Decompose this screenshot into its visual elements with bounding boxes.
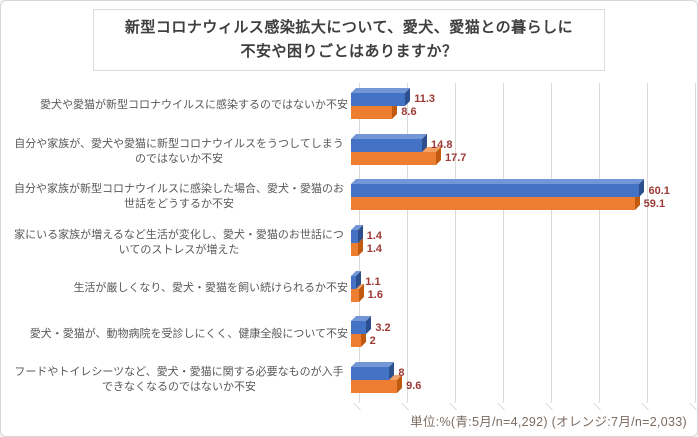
gridline xyxy=(455,83,456,403)
value-label-july: 8.6 xyxy=(401,106,417,119)
bar-line-may: 1.1 xyxy=(351,275,695,289)
bar-group: 14.8 17.7 xyxy=(351,138,695,165)
chart-row: 自分や家族が新型コロナウイルスに感染した場合、愛犬・愛猫のお世話をどうするか不安… xyxy=(3,174,695,220)
bar-may xyxy=(351,184,640,198)
bar-july xyxy=(351,151,436,165)
bar-may xyxy=(351,138,423,152)
value-label-july: 9.6 xyxy=(406,380,422,393)
bar-may xyxy=(351,92,406,106)
bar-may xyxy=(351,321,367,335)
value-label-may: 11.3 xyxy=(414,93,436,106)
value-label-may: 60.1 xyxy=(648,184,670,197)
bar-july xyxy=(351,105,393,119)
category-label: 自分や家族が新型コロナウイルスに感染した場合、愛犬・愛猫のお世話をどうするか不安 xyxy=(14,183,344,211)
bar-july xyxy=(351,288,359,302)
bar-july xyxy=(351,242,358,256)
category-label-wrap: 愛犬や愛猫が新型コロナウイルスに感染するのではないか不安 xyxy=(3,98,348,113)
category-label-wrap: 生活が厳しくなり、愛犬・愛猫を飼い続けられるか不安 xyxy=(3,281,348,296)
category-label-wrap: 自分や家族が新型コロナウイルスに感染した場合、愛犬・愛猫のお世話をどうするか不安 xyxy=(3,182,348,212)
chart-rows: 愛犬や愛猫が新型コロナウイルスに感染するのではないか不安 11.3 8.6 自分… xyxy=(3,83,695,403)
gridline xyxy=(503,83,504,403)
bar-line-may: 8 xyxy=(351,366,695,380)
chart-row: 家にいる家族が増えるなど生活が変化し、愛犬・愛猫のお世話についてのストレスが増え… xyxy=(3,220,695,266)
bar-may xyxy=(351,366,390,380)
category-label-wrap: 自分や家族が、愛犬や愛猫に新型コロナウイルスをうつしてしまうのではないか不安 xyxy=(3,137,348,167)
value-label-july: 59.1 xyxy=(643,197,666,210)
value-label-may: 8 xyxy=(398,367,405,380)
category-label: 愛犬・愛猫が、動物病院を受診しにくく、健康全般について不安 xyxy=(29,327,348,340)
unit-note: 単位:%(青:5月/n=4,292) (オレンジ:7月/n=2,033) xyxy=(410,415,687,429)
bar-group: 8 9.6 xyxy=(351,366,695,393)
bar-may xyxy=(351,275,357,289)
bar-line-july: 59.1 xyxy=(351,197,695,211)
bar-line-july: 9.6 xyxy=(351,379,695,393)
value-label-july: 1.4 xyxy=(366,243,383,256)
bar-group: 60.1 59.1 xyxy=(351,184,695,211)
bar-group: 3.2 2 xyxy=(351,321,695,348)
bar-line-july: 1.4 xyxy=(351,242,695,256)
bar-line-july: 2 xyxy=(351,334,695,348)
category-label: 愛犬や愛猫が新型コロナウイルスに感染するのではないか不安 xyxy=(40,99,348,112)
title-line-2: 不安や困りごとはありますか？ xyxy=(240,43,458,60)
bar-line-july: 1.6 xyxy=(351,288,695,302)
bar-line-july: 17.7 xyxy=(351,151,695,165)
chart-row: フードやトイレシーツなど、愛犬・愛猫に関する必要なものが入手できなくなるのではな… xyxy=(3,357,695,403)
value-label-july: 2 xyxy=(369,334,376,347)
chart-row: 生活が厳しくなり、愛犬・愛猫を飼い続けられるか不安 1.1 1.6 xyxy=(3,266,695,312)
value-label-may: 1.4 xyxy=(366,230,383,243)
gridline xyxy=(695,83,696,403)
category-label-wrap: 家にいる家族が増えるなど生活が変化し、愛犬・愛猫のお世話についてのストレスが増え… xyxy=(3,228,348,258)
gridline xyxy=(407,83,408,403)
bar-group: 1.1 1.6 xyxy=(351,275,695,302)
bar-july xyxy=(351,197,635,211)
chart-row: 愛犬・愛猫が、動物病院を受診しにくく、健康全般について不安 3.2 2 xyxy=(3,311,695,357)
category-label: フードやトイレシーツなど、愛犬・愛猫に関する必要なものが入手できなくなるのではな… xyxy=(14,365,344,393)
category-label-wrap: フードやトイレシーツなど、愛犬・愛猫に関する必要なものが入手できなくなるのではな… xyxy=(3,365,348,395)
bar-july xyxy=(351,334,361,348)
category-label: 自分や家族が、愛犬や愛猫に新型コロナウイルスをうつしてしまうのではないか不安 xyxy=(14,137,344,165)
chart-title: 新型コロナウィルス感染拡大について、愛犬、愛猫との暮らしに 不安や困りごとはあり… xyxy=(93,9,605,71)
value-label-may: 1.1 xyxy=(365,276,381,289)
chart-row: 自分や家族が、愛犬や愛猫に新型コロナウイルスをうつしてしまうのではないか不安 1… xyxy=(3,129,695,175)
title-line-1: 新型コロナウィルス感染拡大について、愛犬、愛猫との暮らしに xyxy=(124,19,574,36)
bar-group: 11.3 8.6 xyxy=(351,92,695,119)
gridline xyxy=(551,83,552,403)
value-label-may: 3.2 xyxy=(375,321,391,334)
bar-line-may: 14.8 xyxy=(351,138,695,152)
category-label-wrap: 愛犬・愛猫が、動物病院を受診しにくく、健康全般について不安 xyxy=(3,327,348,342)
value-label-may: 14.8 xyxy=(431,139,453,152)
gridline xyxy=(599,83,600,403)
bar-line-may: 60.1 xyxy=(351,184,695,198)
bar-july xyxy=(351,379,398,393)
gridline xyxy=(647,83,648,403)
value-label-july: 1.6 xyxy=(367,289,383,302)
bar-may xyxy=(351,229,358,243)
bar-line-may: 1.4 xyxy=(351,229,695,243)
bar-line-may: 11.3 xyxy=(351,92,695,106)
value-label-july: 17.7 xyxy=(444,152,467,165)
bar-group: 1.4 1.4 xyxy=(351,229,695,256)
category-label: 生活が厳しくなり、愛犬・愛猫を飼い続けられるか不安 xyxy=(73,282,348,295)
category-label: 家にいる家族が増えるなど生活が変化し、愛犬・愛猫のお世話についてのストレスが増え… xyxy=(14,228,344,256)
bar-line-may: 3.2 xyxy=(351,321,695,335)
bar-line-july: 8.6 xyxy=(351,105,695,119)
chart-row: 愛犬や愛猫が新型コロナウイルスに感染するのではないか不安 11.3 8.6 xyxy=(3,83,695,129)
